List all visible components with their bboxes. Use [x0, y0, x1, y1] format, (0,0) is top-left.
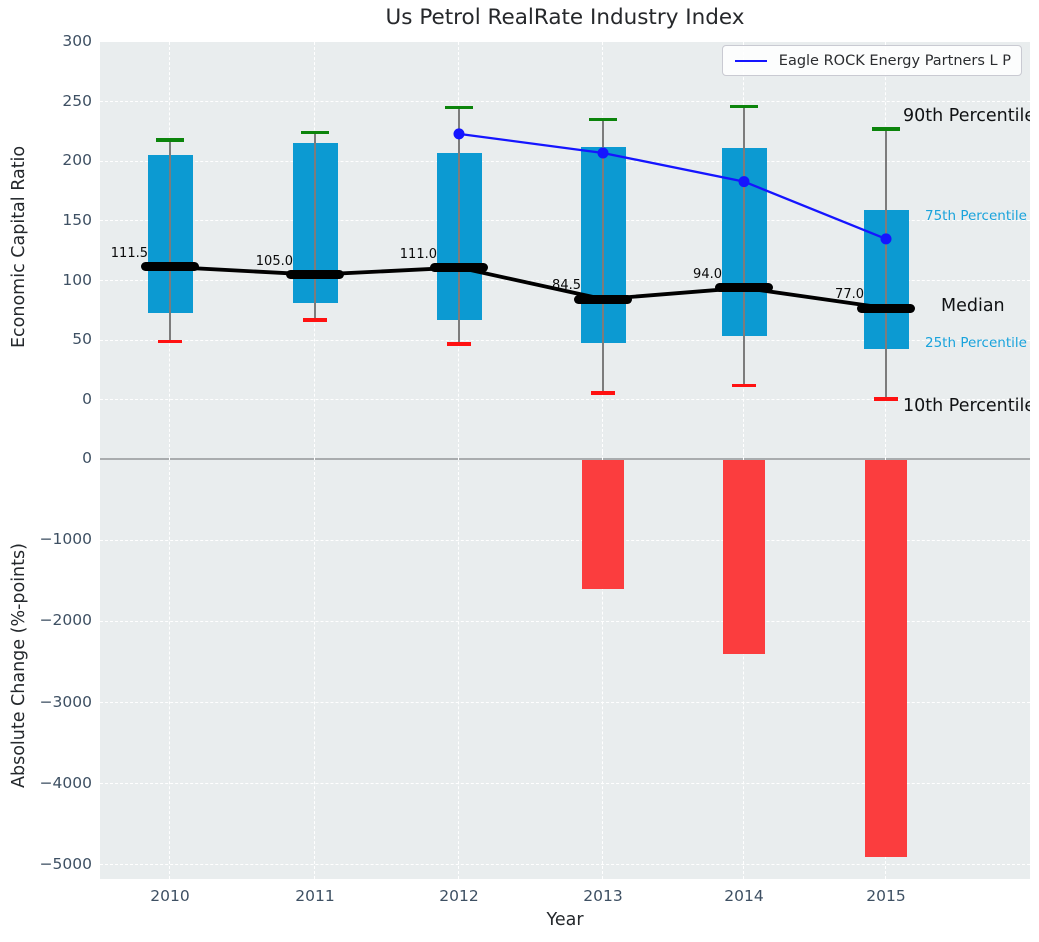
gridline-v [743, 452, 745, 879]
lines-layer [169, 128, 892, 310]
whisker-line [314, 132, 316, 321]
gridline-h [100, 783, 1030, 785]
annotation-90th-percentile: 90th Percentile [903, 106, 1030, 126]
legend-line-sample [735, 59, 767, 62]
gridline-v [458, 452, 460, 879]
cap-90th [872, 127, 900, 131]
gridline-h [100, 100, 1030, 102]
cap-10th [158, 339, 182, 344]
y-tick-label: −5000 [39, 855, 92, 873]
gridline-h [100, 620, 1030, 622]
bottom-y-axis-label: Absolute Change (%-points) [9, 543, 29, 788]
change-bar [865, 460, 907, 857]
median-value-label: 111.5 [110, 245, 148, 261]
median-marker [141, 262, 199, 272]
cap-90th [445, 105, 473, 110]
cap-10th [874, 397, 898, 401]
change-bar [723, 460, 765, 654]
legend-label: Eagle ROCK Energy Partners L P [778, 52, 1011, 69]
gridline-h [100, 864, 1030, 866]
cap-10th [591, 391, 615, 395]
gridline-h [100, 160, 1030, 162]
cap-90th [589, 117, 617, 122]
cap-90th [730, 104, 758, 109]
y-tick-label: 0 [82, 390, 92, 408]
cap-90th [156, 138, 184, 142]
x-axis-label: Year [546, 910, 584, 930]
median-marker [715, 283, 773, 293]
median-marker [430, 263, 488, 273]
median-value-label: 84.5 [552, 278, 581, 294]
annotation-10th-percentile: 10th Percentile [903, 396, 1030, 416]
median-value-label: 94.0 [693, 266, 722, 282]
top-plot-area: 111.5 105.0 111.0 84.5 94.0 77.0 90th Percenti… [100, 42, 1030, 452]
zero-line [100, 458, 1030, 460]
median-value-label: 105.0 [255, 253, 293, 269]
y-tick-label: −1000 [39, 530, 92, 549]
cap-10th [732, 383, 756, 388]
median-marker [574, 294, 632, 304]
y-tick-label: 150 [62, 211, 92, 229]
y-tick-label: −4000 [39, 773, 92, 792]
company-point [597, 147, 609, 159]
change-bar [582, 460, 624, 589]
cap-10th [447, 342, 471, 346]
company-point [453, 128, 465, 140]
whisker-line [169, 139, 171, 342]
median-value-label: 77.0 [835, 287, 864, 303]
y-tick-label: 200 [62, 151, 92, 170]
x-tick-label: 2015 [866, 887, 906, 905]
y-tick-label: −3000 [39, 692, 92, 711]
cap-90th [301, 130, 329, 135]
x-tick-label: 2014 [724, 887, 764, 905]
y-tick-label: 0 [82, 449, 92, 467]
x-tick-label: 2012 [439, 887, 479, 905]
x-tick-label: 2011 [295, 887, 335, 905]
gridline-h [100, 539, 1030, 541]
median-marker [286, 270, 344, 280]
gridline-v [602, 452, 604, 879]
annotation-25th-percentile: 25th Percentile [925, 335, 1027, 351]
cap-10th [303, 318, 327, 322]
company-point [738, 176, 750, 188]
gridline-v [169, 452, 171, 879]
y-tick-label: 50 [72, 330, 92, 349]
whisker-line [602, 119, 604, 393]
gridline-h [100, 279, 1030, 281]
median-marker [857, 303, 915, 313]
gridline-h [100, 220, 1030, 222]
y-tick-label: 250 [62, 91, 92, 110]
legend: Eagle ROCK Energy Partners L P [722, 45, 1022, 76]
y-tick-label: 100 [62, 270, 92, 289]
whisker-line [885, 129, 887, 399]
annotation-75th-percentile: 75th Percentile [925, 208, 1027, 224]
y-tick-label: −2000 [39, 611, 92, 630]
company-point [880, 233, 892, 245]
x-tick-label: 2010 [150, 887, 190, 905]
gridline-v [314, 452, 316, 879]
annotation-median: Median [941, 296, 1005, 316]
company-line [458, 132, 887, 240]
bottom-plot-area [100, 452, 1030, 879]
whisker-line [743, 106, 745, 386]
gridline-h [100, 399, 1030, 401]
whisker-line [458, 107, 460, 344]
chart-title: Us Petrol RealRate Industry Index [385, 5, 745, 30]
gridline-h [100, 339, 1030, 341]
y-tick-label: 300 [62, 32, 92, 50]
x-tick-label: 2013 [583, 887, 623, 905]
median-value-label: 111.0 [399, 246, 437, 262]
gridline-h [100, 701, 1030, 703]
